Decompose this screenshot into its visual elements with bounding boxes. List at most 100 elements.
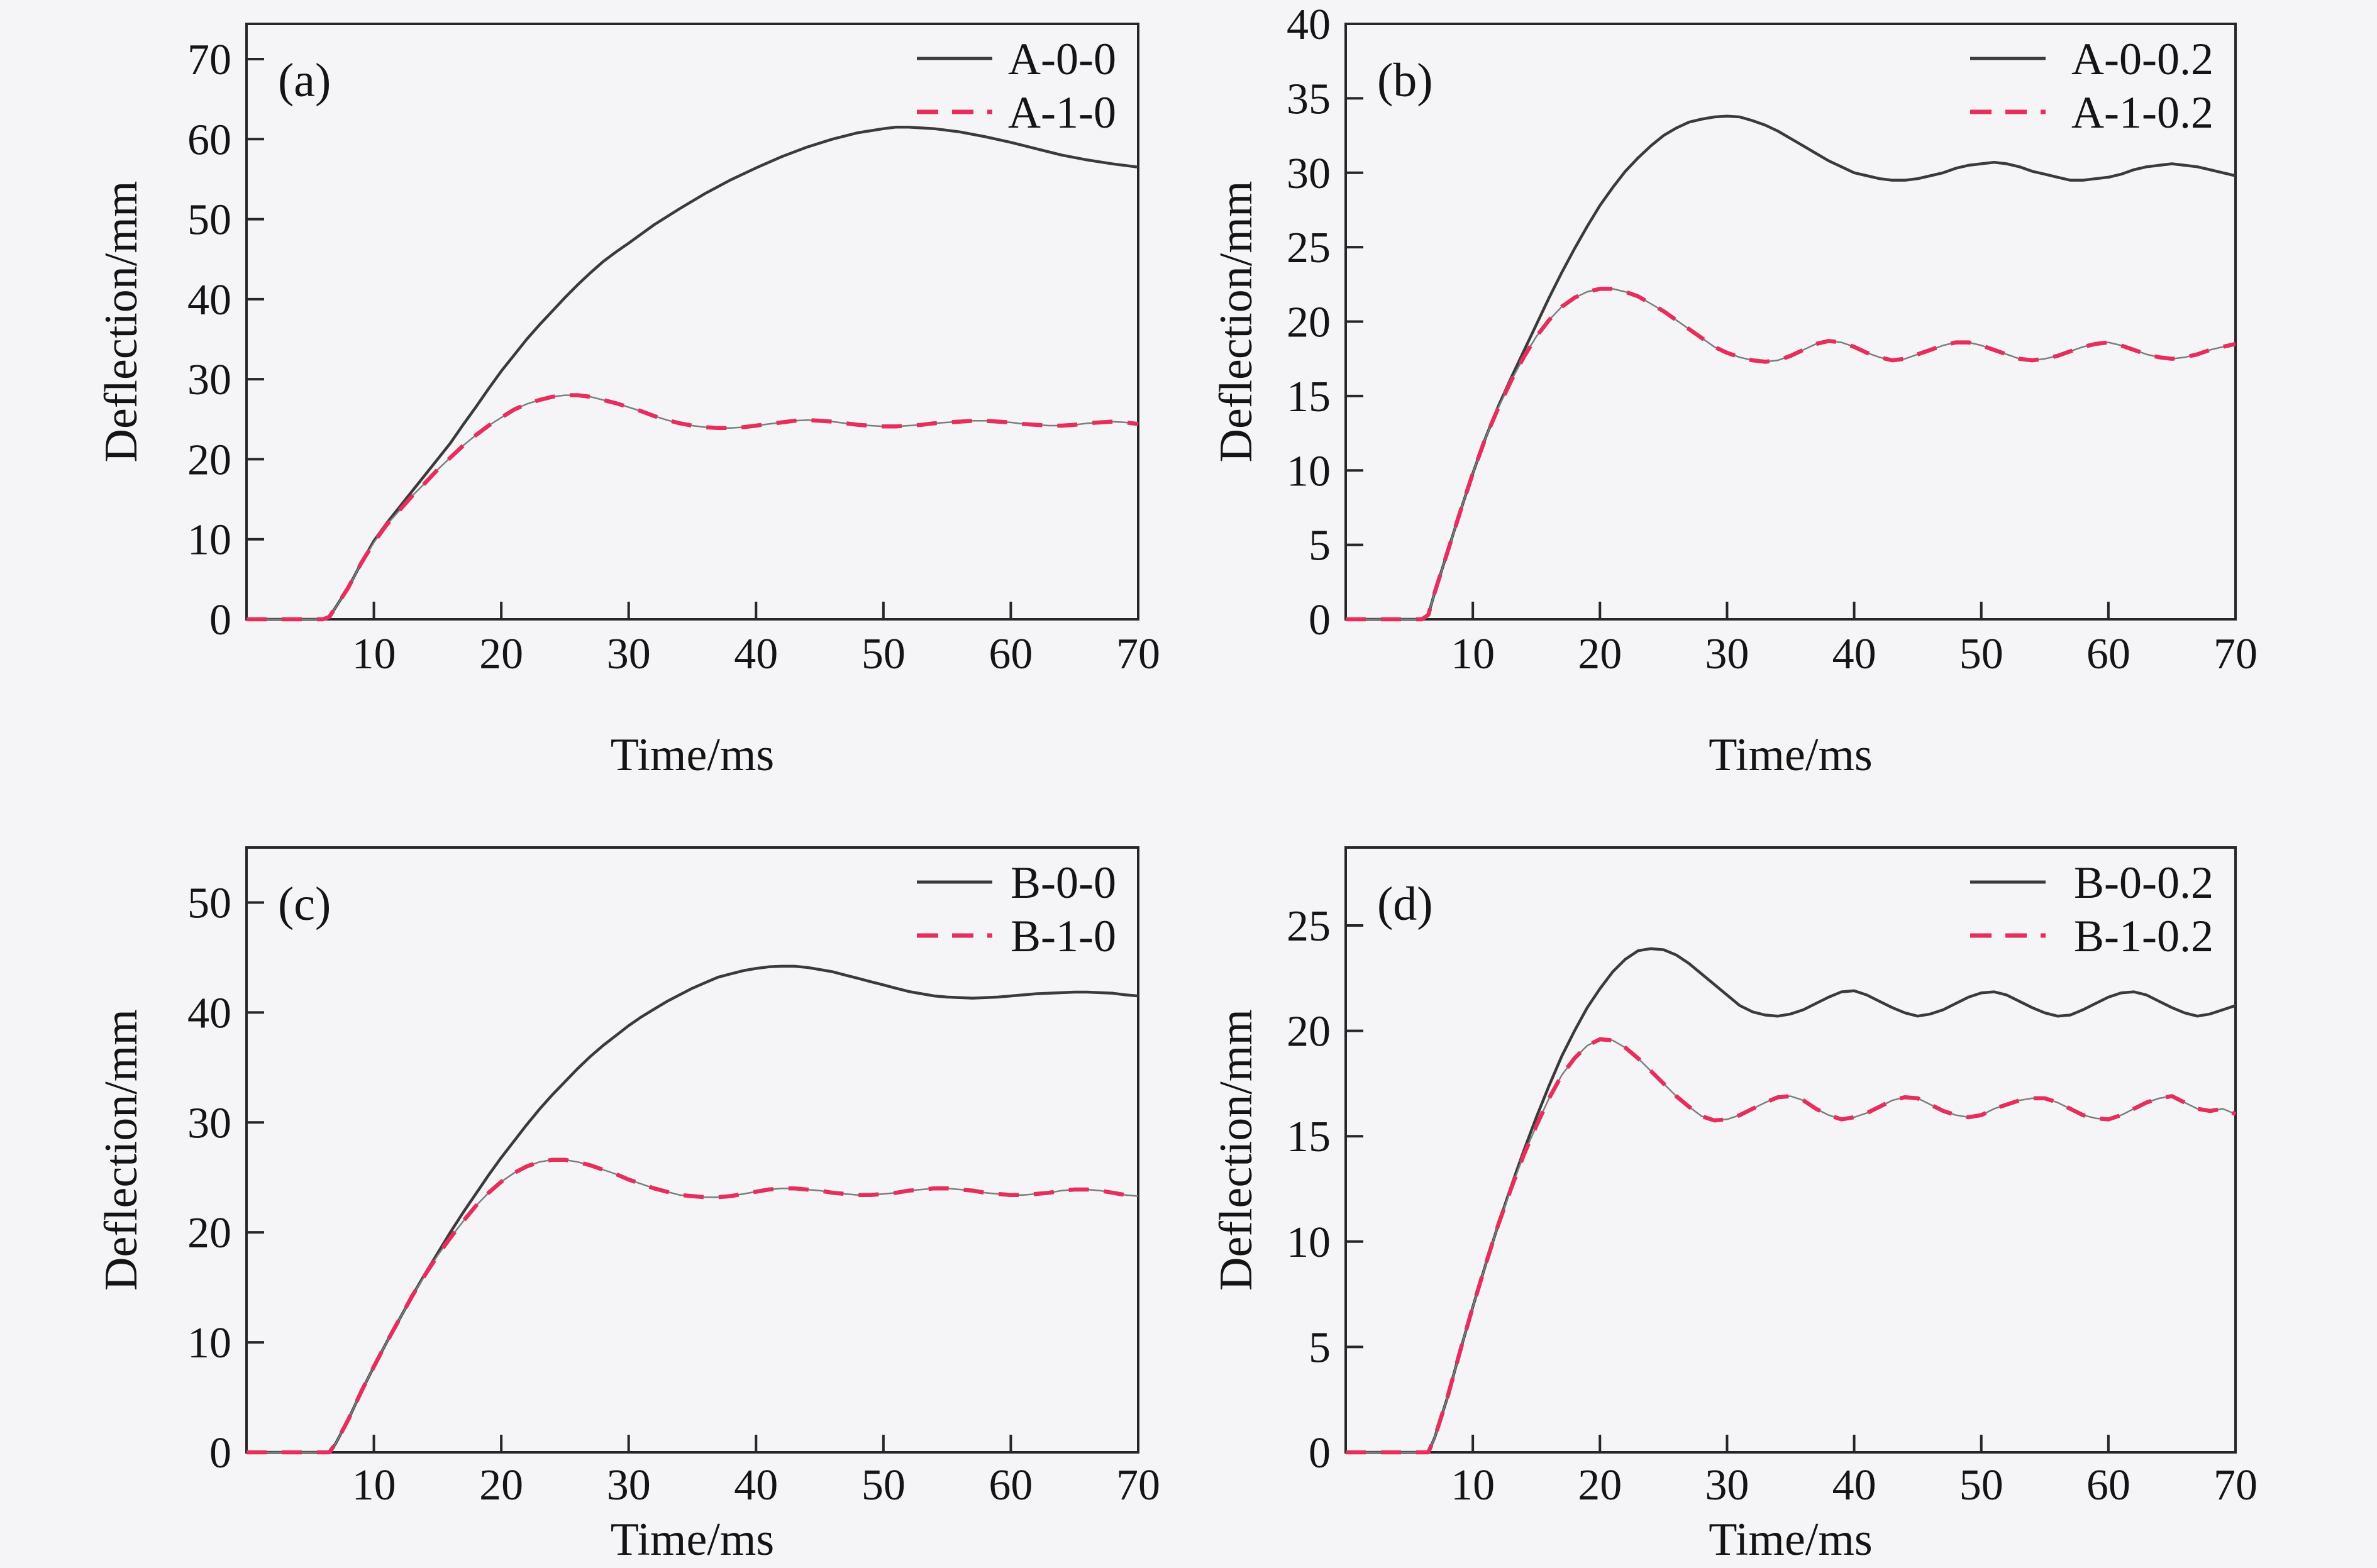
x-axis-title: Time/ms [1709, 1514, 1872, 1565]
x-tick-label: 50 [862, 630, 906, 678]
x-tick-label: 40 [1832, 1461, 1876, 1510]
y-tick-label: 30 [1287, 150, 1331, 198]
legend-label: B-0-0.2 [2074, 858, 2214, 908]
y-tick-label: 20 [1287, 299, 1331, 347]
x-tick-label: 30 [1705, 1461, 1749, 1510]
y-axis-title: Deflection/mm [96, 1009, 147, 1291]
series-line-underlay [247, 1159, 1139, 1454]
series-line-solid [1346, 947, 2236, 1454]
y-tick-label: 0 [209, 1429, 231, 1477]
y-axis-title: Deflection/mm [1211, 1009, 1262, 1291]
series-line-dashed [1346, 1037, 2237, 1455]
y-axis-title: Deflection/mm [1211, 181, 1262, 463]
y-tick-label: 0 [1309, 1429, 1331, 1477]
x-tick-label: 20 [479, 1461, 523, 1510]
y-tick-label: 0 [1309, 596, 1331, 644]
x-tick-label: 50 [1959, 630, 2003, 678]
x-tick-label: 60 [2086, 1461, 2130, 1510]
x-axis-title: Time/ms [611, 1514, 774, 1565]
x-tick-label: 70 [2214, 1461, 2258, 1510]
y-tick-label: 10 [1287, 447, 1331, 495]
x-tick-label: 60 [989, 1461, 1033, 1510]
chart-svg: 10 20 30 40 50 60 70 0 5 10 15 20 25 30 35 40 Time/ms Def… [1211, 1, 2258, 781]
x-tick-label: 10 [1451, 630, 1495, 678]
panel-label: (b) [1377, 54, 1433, 107]
x-tick-label: 40 [1832, 630, 1876, 678]
legend-label: B-1-0.2 [2074, 911, 2214, 961]
plot-frame [245, 23, 1139, 621]
legend-label: B-1-0 [1011, 911, 1116, 961]
x-tick-label: 20 [479, 630, 523, 678]
x-tick-label: 70 [1116, 1461, 1160, 1510]
chart-panel-b: 10 20 30 40 50 60 70 0 5 10 15 20 25 30 35 40 Time/ms Def… [1188, 0, 2377, 783]
x-tick-label: 70 [2214, 630, 2258, 678]
y-tick-label: 50 [187, 196, 231, 245]
x-tick-label: 30 [1705, 630, 1749, 678]
x-axis-title: Time/ms [611, 729, 774, 781]
x-tick-label: 10 [1451, 1461, 1495, 1510]
x-tick-label: 40 [734, 630, 778, 678]
chart-panel-c: 10 20 30 40 50 60 70 0 10 20 30 40 50 Time/ms Deflecti… [0, 783, 1188, 1565]
y-axis-title: Deflection/mm [96, 181, 147, 463]
x-tick-label: 30 [607, 630, 651, 678]
plot-frame [1344, 846, 2237, 1454]
y-tick-label: 60 [187, 116, 231, 164]
x-tick-label: 60 [989, 630, 1033, 678]
y-tick-label: 40 [187, 276, 231, 324]
y-tick-label: 40 [187, 989, 231, 1037]
y-tick-label: 40 [1287, 1, 1331, 49]
x-tick-label: 50 [1959, 1461, 2003, 1510]
chart-panel-d: 10 20 30 40 50 60 70 0 5 10 15 20 25 Time/ms Deflectio… [1188, 783, 2377, 1565]
panel-label: (c) [278, 878, 331, 930]
y-tick-label: 30 [187, 1099, 231, 1147]
series-line-underlay [247, 394, 1139, 621]
y-tick-label: 10 [187, 516, 231, 565]
legend-label: A-0-0.2 [2071, 34, 2214, 84]
y-tick-label: 15 [1287, 373, 1331, 421]
chart-svg: 10 20 30 40 50 60 70 0 5 10 15 20 25 Time/ms Deflectio… [1211, 846, 2258, 1565]
y-tick-label: 20 [187, 1209, 231, 1257]
x-tick-label: 10 [352, 630, 396, 678]
series-line-solid [247, 964, 1139, 1454]
x-tick-label: 20 [1578, 1461, 1622, 1510]
y-tick-label: 30 [187, 356, 231, 404]
x-tick-label: 50 [862, 1461, 906, 1510]
series-line-dashed [1346, 287, 2236, 622]
chart-svg: 10 20 30 40 50 60 70 0 10 20 30 40 50 60 70 Time/ms Defl… [96, 23, 1160, 781]
y-tick-label: 5 [1309, 1323, 1331, 1372]
x-axis-title: Time/ms [1709, 729, 1872, 781]
y-tick-label: 10 [187, 1319, 231, 1367]
y-tick-label: 5 [1309, 522, 1331, 570]
panel-label: (a) [278, 54, 331, 107]
legend-label: A-0-0 [1008, 34, 1116, 84]
plot-frame [245, 846, 1139, 1454]
y-tick-label: 15 [1287, 1113, 1331, 1161]
series-line-solid [247, 125, 1139, 621]
y-tick-label: 70 [187, 36, 231, 84]
y-tick-label: 25 [1287, 224, 1331, 272]
y-tick-label: 20 [1287, 1008, 1331, 1056]
legend-label: B-0-0 [1011, 858, 1116, 908]
panel-label: (d) [1377, 878, 1433, 930]
y-tick-label: 10 [1287, 1218, 1331, 1267]
x-tick-label: 70 [1116, 630, 1160, 678]
x-tick-label: 10 [352, 1461, 396, 1510]
y-tick-label: 50 [187, 879, 231, 927]
y-tick-label: 35 [1287, 75, 1331, 123]
x-tick-label: 40 [734, 1461, 778, 1510]
series-line-dashed [247, 1157, 1139, 1455]
series-line-solid [1346, 114, 2236, 621]
y-tick-label: 25 [1287, 902, 1331, 951]
series-line-underlay [1346, 1038, 2236, 1454]
legend-label: A-1-0 [1008, 87, 1116, 138]
x-tick-label: 60 [2086, 630, 2130, 678]
chart-svg: 10 20 30 40 50 60 70 0 10 20 30 40 50 Time/ms Deflecti… [96, 846, 1160, 1565]
y-tick-label: 20 [187, 436, 231, 484]
x-tick-label: 30 [607, 1461, 651, 1510]
x-tick-label: 20 [1578, 630, 1622, 678]
y-tick-label: 0 [209, 596, 231, 644]
chart-panel-a: 10 20 30 40 50 60 70 0 10 20 30 40 50 60 70 Time/ms Defl… [0, 0, 1188, 783]
legend-label: A-1-0.2 [2071, 87, 2214, 138]
series-line-dashed [247, 393, 1139, 622]
